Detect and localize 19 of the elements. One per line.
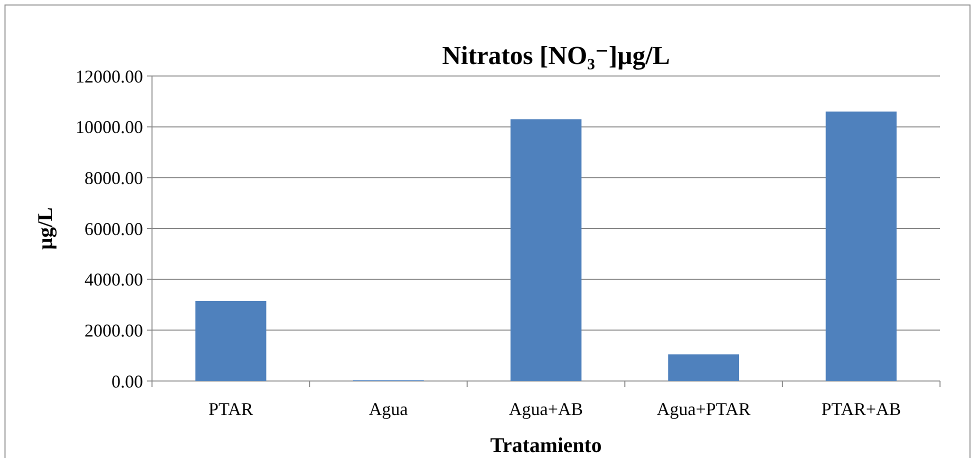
y-axis-title: µg/L [33,207,57,250]
bar [195,300,266,381]
y-tick-label: 12000.00 [76,66,143,86]
bar [668,354,740,381]
x-tick-label: Agua+AB [508,399,584,419]
x-tick-label: PTAR+AB [821,399,902,419]
x-axis-title: Tratamiento [490,433,602,457]
y-tick-label: 2000.00 [84,320,143,340]
y-tick-label: 6000.00 [84,218,143,239]
x-tick-label: Agua+PTAR [656,399,750,419]
y-tick-label: 0.00 [112,371,143,392]
bar [510,119,582,381]
chart-title: Nitratos [NO₃⁻]µg/L [442,41,670,70]
y-tick-label: 4000.00 [84,270,143,290]
x-tick-label: PTAR [208,399,254,419]
bar [826,112,897,381]
x-tick-label: Agua [368,399,408,419]
y-tick-label: 10000.00 [76,117,143,138]
y-tick-label: 8000.00 [84,168,143,188]
